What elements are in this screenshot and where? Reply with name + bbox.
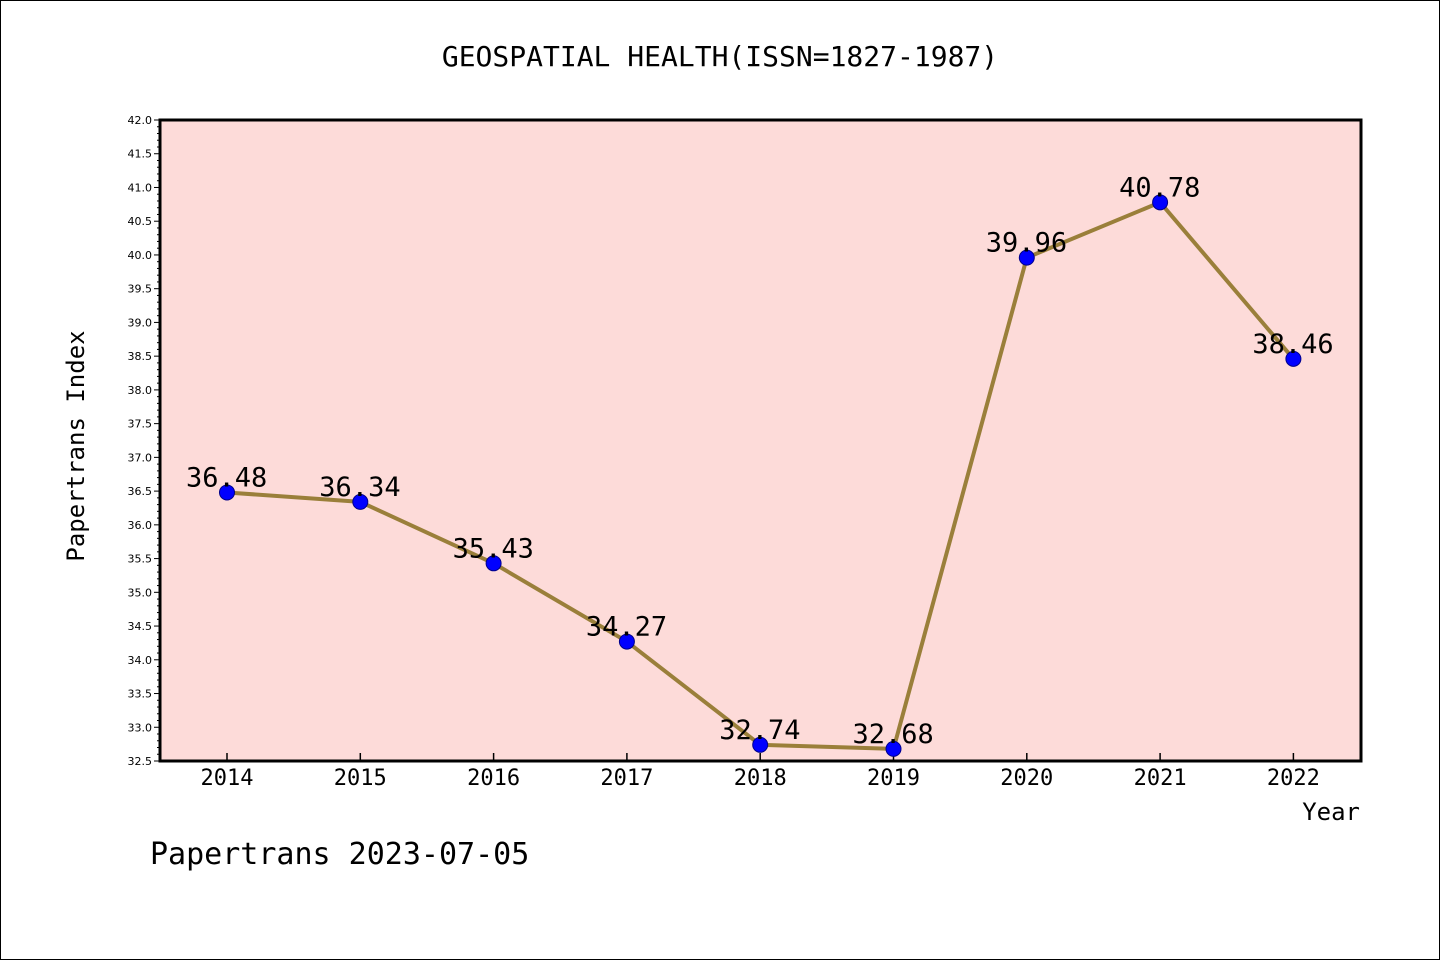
y-tick-label: 34.0 — [128, 654, 153, 667]
data-label: 38.46 — [1252, 329, 1333, 360]
y-axis-ticks: 32.5 33.0 33.5 34.0 34.5 35.0 35.5 36.0 36.5 37.0… — [128, 114, 160, 768]
x-tick-label: 2017 — [600, 766, 653, 791]
x-tick-label: 2021 — [1134, 766, 1187, 791]
x-tick-label: 2020 — [1000, 766, 1053, 791]
data-label: 32.68 — [853, 719, 934, 750]
data-point — [618, 633, 635, 650]
y-tick-label: 36.0 — [128, 519, 153, 532]
data-label: 34.27 — [586, 612, 667, 643]
x-tick-label: 2022 — [1267, 766, 1320, 791]
data-label: 36.34 — [319, 472, 400, 503]
data-label: 35.43 — [453, 533, 534, 564]
chart-title: GEOSPATIAL HEALTH(ISSN=1827-1987) — [442, 40, 998, 73]
footer-text: Papertrans 2023-07-05 — [150, 837, 529, 872]
x-tick-label: 2018 — [734, 766, 787, 791]
data-point — [1018, 249, 1035, 266]
series-group — [219, 194, 1302, 757]
y-tick-label: 37.0 — [128, 451, 153, 464]
data-point — [352, 493, 369, 510]
y-tick-label: 33.5 — [128, 688, 153, 701]
data-labels: 36.48 36.34 35.43 34.27 32.74 32.68 39.96 40.78… — [186, 172, 1334, 750]
y-tick-label: 40.0 — [128, 249, 153, 262]
x-tick-label: 2016 — [467, 766, 520, 791]
y-tick-label: 39.5 — [128, 283, 153, 296]
y-tick-label: 38.5 — [128, 350, 153, 363]
data-label: 32.74 — [719, 715, 800, 746]
y-tick-label: 36.5 — [128, 485, 153, 498]
x-tick-label: 2015 — [334, 766, 387, 791]
y-tick-label: 39.0 — [128, 316, 153, 329]
data-point — [752, 736, 769, 753]
y-tick-label: 35.0 — [128, 586, 153, 599]
data-point — [885, 740, 902, 757]
y-tick-label: 33.0 — [128, 721, 153, 734]
data-point — [219, 484, 235, 501]
data-point — [1285, 350, 1302, 367]
data-point — [485, 555, 502, 572]
y-axis-title: Papertrans Index — [62, 330, 90, 561]
x-tick-label: 2019 — [867, 766, 920, 791]
y-tick-label: 40.5 — [128, 215, 153, 228]
data-label: 36.48 — [186, 462, 267, 493]
data-label: 40.78 — [1119, 172, 1200, 203]
data-label: 39.96 — [986, 228, 1067, 259]
plot-area — [160, 120, 1361, 761]
plot-border — [158, 118, 1363, 763]
y-tick-label: 32.5 — [128, 755, 153, 768]
y-tick-label: 41.5 — [128, 148, 153, 161]
x-axis-title: Year — [1302, 798, 1360, 826]
y-tick-label: 37.5 — [128, 418, 153, 431]
x-tick-label: 2014 — [201, 766, 254, 791]
y-tick-label: 41.0 — [128, 181, 153, 194]
y-tick-label: 35.5 — [128, 553, 153, 566]
y-tick-label: 42.0 — [128, 114, 153, 127]
y-tick-label: 34.5 — [128, 620, 153, 633]
y-tick-label: 38.0 — [128, 384, 153, 397]
data-point — [1152, 194, 1169, 211]
x-axis-ticks: 2014 2015 2016 2017 2018 2019 2020 2021 2022 — [201, 753, 1320, 791]
